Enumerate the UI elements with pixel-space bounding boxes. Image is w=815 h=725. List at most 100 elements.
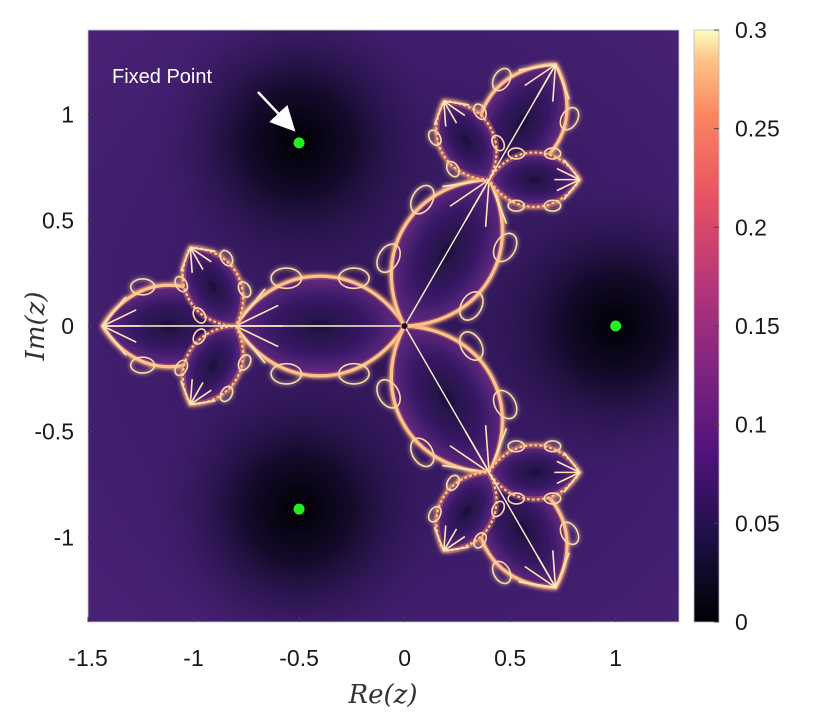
junction-spoke (449, 445, 490, 474)
junction-spoke (235, 325, 279, 348)
satellite-bulb (337, 267, 370, 290)
basin-well (465, 176, 679, 476)
satellite-bulb (472, 103, 488, 121)
satellite-bulb (458, 291, 484, 321)
satellite-bulb (491, 67, 512, 92)
junction-spoke (189, 389, 212, 406)
junction-spoke (563, 471, 581, 493)
y-tick-label: 0 (61, 313, 74, 339)
satellite-bulb (507, 147, 526, 160)
junction-spoke (556, 471, 581, 485)
x-axis-ticks: -1.5 -1 -0.5 0 0.5 1 (68, 617, 622, 671)
satellite-bulb (174, 359, 189, 377)
satellite-bulb (458, 331, 484, 361)
annotation-label: Fixed Point (112, 66, 212, 88)
junction-spoke (180, 380, 192, 405)
junction-spoke (443, 100, 470, 106)
junction-spoke (102, 296, 127, 327)
satellite-bulb (507, 492, 526, 505)
x-axis-label: Re(z) (348, 680, 418, 710)
satellite-bulb (337, 362, 370, 385)
satellite-bulb (491, 134, 506, 152)
junction-spoke (443, 101, 447, 127)
junction-spoke (484, 179, 490, 227)
colorbar-tick-label: 0.15 (735, 313, 780, 339)
fractal-lobe (427, 98, 506, 183)
satellite-bulb (543, 440, 562, 453)
colorbar-tick-label: 0.05 (735, 510, 780, 536)
junction-spoke (190, 399, 216, 406)
fractal-boundary (99, 61, 584, 591)
y-axis-ticks: 1 0.5 0 -0.5 -1 (34, 102, 93, 550)
junction-spoke (551, 550, 557, 588)
junction-spoke (443, 100, 466, 117)
junction-spoke (524, 63, 556, 87)
fractal-arm (376, 322, 584, 591)
junction-spoke (190, 246, 216, 253)
satellite-bulb (507, 440, 526, 453)
junction-spoke (433, 100, 445, 126)
junction-spoke (102, 325, 137, 343)
y-tick-label: -0.5 (34, 419, 74, 445)
junction-spoke (189, 247, 204, 270)
satellite-bulb (543, 492, 562, 505)
fractal-lobe (485, 147, 584, 212)
junction-spoke (189, 247, 193, 273)
junction-spoke (189, 382, 204, 405)
y-tick-label: -1 (54, 524, 74, 550)
satellite-bulb (491, 500, 506, 518)
colorbar-tick-label: 0 (735, 609, 748, 635)
basin-well (149, 30, 450, 293)
junction-spoke (443, 546, 470, 552)
fixed-point-marker (293, 137, 305, 149)
fractal-lobe (174, 244, 252, 330)
satellite-bulb (219, 385, 234, 403)
junction-spoke (443, 535, 466, 552)
junction-spoke (443, 100, 458, 124)
satellite-bulb (507, 199, 526, 212)
satellite-bulb (219, 249, 234, 267)
basin-well (149, 359, 450, 622)
colorbar-tick-label: 0.3 (735, 17, 767, 43)
fixed-point-marker (610, 320, 622, 332)
junction-spoke (556, 178, 581, 192)
junction-spoke (235, 304, 279, 327)
junction-spoke (449, 178, 490, 207)
satellite-bulb (409, 437, 435, 468)
y-tick-label: 1 (61, 102, 74, 128)
satellite-bulb (559, 106, 580, 131)
junction-spoke (524, 565, 556, 589)
junction-spoke (556, 167, 581, 181)
junction-spoke (102, 325, 127, 356)
junction-spoke (189, 246, 212, 263)
satellite-bulb (427, 505, 442, 523)
satellite-bulb (472, 531, 488, 549)
satellite-bulb (192, 328, 207, 345)
satellite-bulb (491, 560, 512, 585)
satellite-bulb (409, 184, 435, 215)
junction-spoke (443, 525, 447, 551)
y-axis-label: Im(z) (21, 292, 51, 362)
satellite-bulb (192, 307, 207, 324)
junction-spoke (554, 64, 570, 100)
satellite-bulb (270, 267, 303, 290)
fixed-point-markers (293, 137, 622, 515)
colorbar-tick-label: 0.25 (735, 116, 780, 142)
satellite-bulb (445, 160, 460, 178)
colorbar-tick-label: 0.2 (735, 214, 767, 240)
y-tick-label: 0.5 (42, 207, 74, 233)
x-tick-label: 0 (398, 645, 411, 671)
junction-spoke (563, 159, 581, 181)
junction-spoke (180, 247, 192, 272)
colorbar-ticks: 0.3 0.25 0.2 0.15 0.1 0.05 0 (714, 17, 780, 635)
junction-spoke (563, 179, 581, 200)
satellite-bulb (237, 281, 252, 298)
fractal-arm (99, 244, 409, 408)
satellite-bulb (376, 243, 401, 274)
junction-spoke (518, 581, 556, 589)
x-tick-label: -1.5 (68, 645, 108, 671)
junction-spoke (102, 309, 137, 327)
x-tick-label: -1 (183, 645, 203, 671)
annotation-arrow (257, 91, 296, 132)
